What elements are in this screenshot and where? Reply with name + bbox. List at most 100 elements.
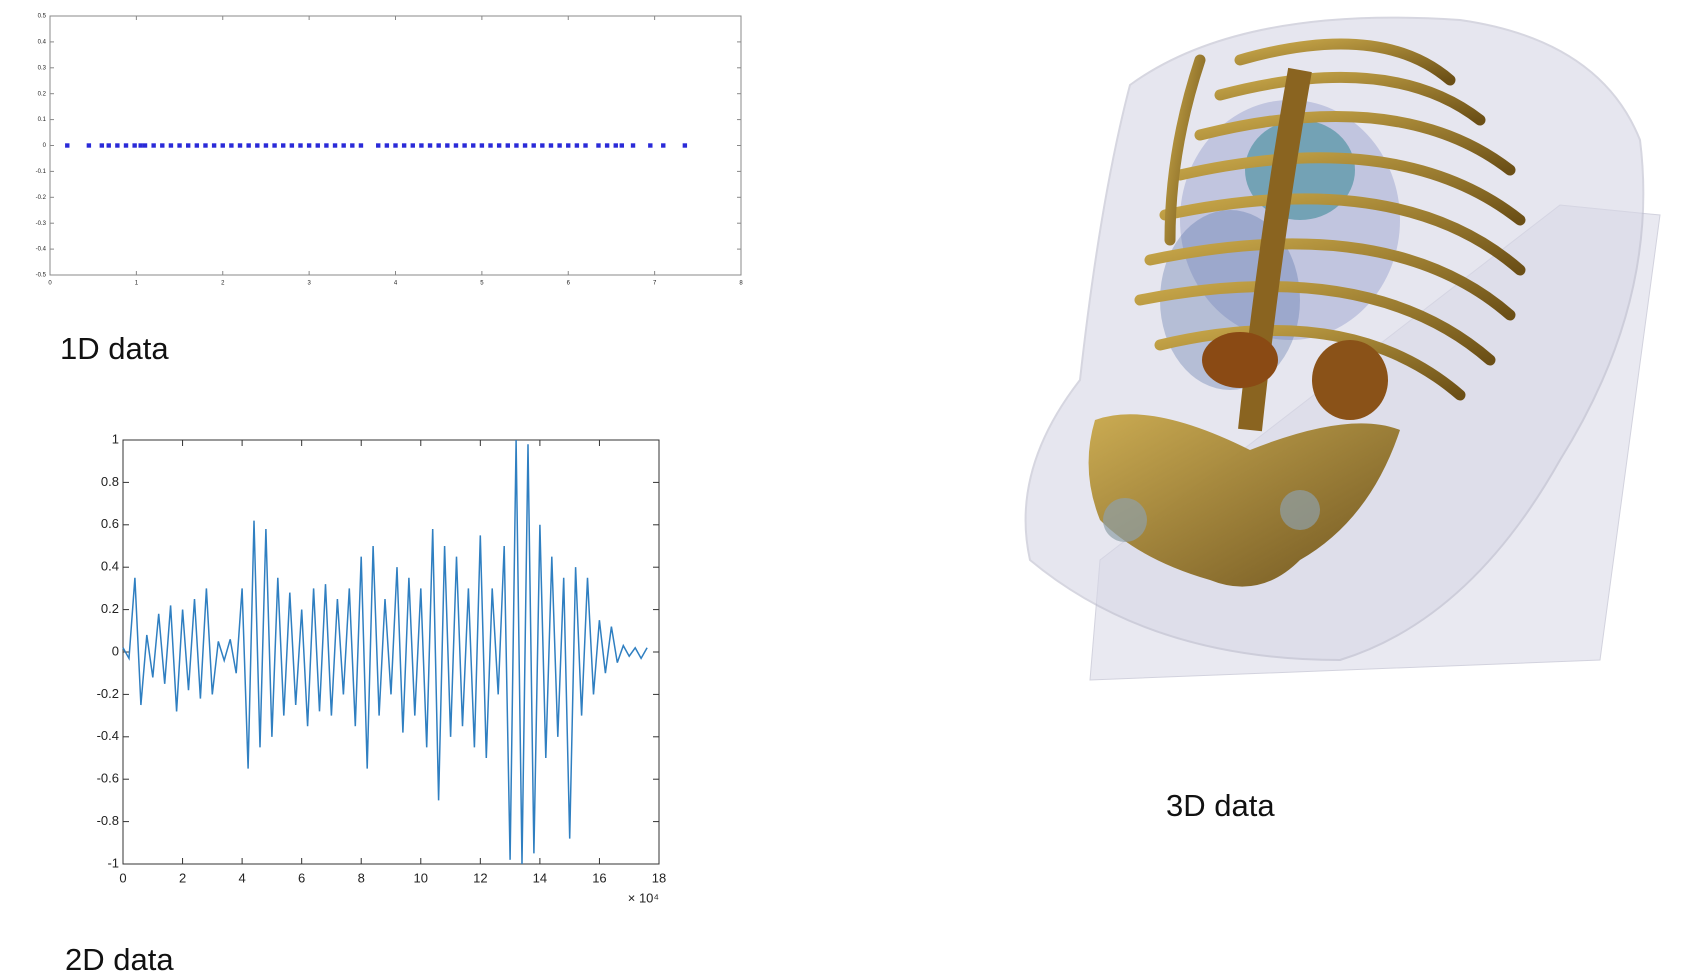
data-point [350,143,355,148]
x-axis-multiplier: × 10⁴ [628,891,659,906]
data-point [479,143,485,148]
x-tick-label: 16 [592,870,606,885]
x-tick-label: 2 [179,870,186,885]
data-point [540,143,545,148]
x-tick-label: 10 [414,870,428,885]
x-tick-label: 3 [307,281,311,287]
x-tick-label: 6 [567,281,571,287]
data-point [306,143,312,148]
data-point [272,143,277,148]
data-point [99,143,105,148]
x-tick-label: 4 [394,281,398,287]
x-tick-label: 6 [298,870,305,885]
y-tick-label: -0.2 [97,686,119,701]
x-tick-label: 8 [739,281,743,287]
x-tick-label: 14 [533,870,547,885]
data-point [142,143,148,148]
data-point [186,143,191,148]
data-point [211,143,217,148]
data-point [393,143,398,148]
y-tick-label: 0.4 [101,559,119,574]
data-point [419,143,424,148]
x-tick-label: 12 [473,870,487,885]
data-point [86,143,92,148]
data-point [613,143,618,148]
ct-volume-render [1024,16,1661,681]
data-point [619,143,625,148]
y-tick-label: -0.1 [36,169,47,175]
caption: 1D data [60,331,169,366]
data-point [384,143,390,148]
data-point [229,143,234,148]
data-point [488,143,493,148]
y-tick-label: 0.1 [38,117,47,123]
data-point [583,143,588,148]
y-tick-label: -0.6 [97,771,119,786]
data-point [263,143,269,148]
data-point [194,143,200,148]
y-tick-label: -0.4 [36,247,47,253]
data-point [548,143,554,148]
y-tick-label: -0.2 [36,195,47,201]
data-point [324,143,329,148]
data-point [220,143,225,148]
data-point [160,143,165,148]
data-point [557,143,562,148]
x-tick-label: 18 [652,870,666,885]
y-tick-label: -0.5 [36,273,47,279]
data-point [471,143,476,148]
data-point [358,143,364,148]
y-tick-label: -0.4 [97,728,119,743]
y-tick-label: 0.3 [38,65,47,71]
data-point [574,143,580,148]
x-tick-label: 5 [480,281,484,287]
data-point [246,143,251,148]
data-point [298,143,303,148]
data-point [115,143,120,148]
y-tick-label: 1 [112,431,119,446]
data-point [496,143,502,148]
data-point [427,143,433,148]
x-tick-label: 0 [48,281,52,287]
y-tick-label: -0.8 [97,813,119,828]
data-point [65,143,70,148]
y-tick-label: 0 [43,143,47,149]
data-point [604,143,610,148]
y-tick-label: -0.3 [36,221,47,227]
x-tick-label: 1 [135,281,139,287]
data-point [505,143,510,148]
data-point [151,143,156,148]
data-point [341,143,346,148]
y-tick-label: 0 [112,643,119,658]
data-point [566,143,571,148]
data-point [410,143,415,148]
x-tick-label: 0 [119,870,126,885]
data-point [630,143,636,148]
data-point [203,143,208,148]
data-point [289,143,295,148]
data-point [514,143,519,148]
data-point [436,143,441,148]
data-point [177,143,182,148]
data-point [123,143,129,148]
x-tick-label: 4 [238,870,245,885]
plot-frame [122,439,660,865]
data-point [401,143,407,148]
y-tick-label: 0.6 [101,516,119,531]
y-tick-label: 0.8 [101,474,119,489]
data-point [281,143,286,148]
data-point [682,143,688,148]
waveform-line [122,439,648,865]
data-point [168,143,174,148]
data-point [237,143,243,148]
data-point [255,143,260,148]
data-point [522,143,528,148]
data-point [648,143,653,148]
data-point [138,143,143,148]
data-point [661,143,666,148]
y-tick-label: 0.5 [38,14,47,20]
y-tick-label: 0.2 [38,91,47,97]
x-tick-label: 8 [358,870,365,885]
